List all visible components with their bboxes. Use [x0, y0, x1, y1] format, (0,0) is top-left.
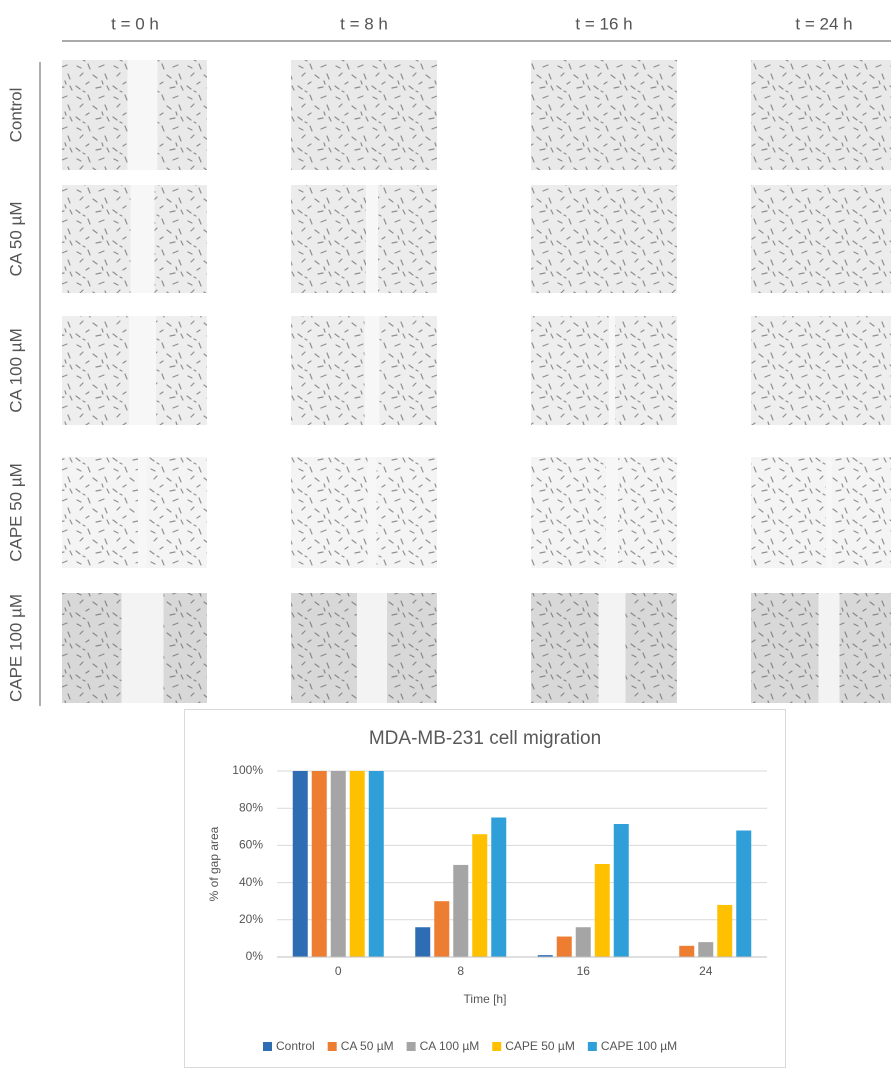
scratch-gap [129, 316, 156, 425]
bar [350, 771, 365, 957]
bar [698, 942, 713, 957]
micrograph-cells [751, 60, 891, 170]
scratch-gap [131, 185, 155, 293]
y-tick-label: 40% [239, 875, 263, 889]
row-label: CAPE 50 µM [6, 463, 25, 562]
column-header: t = 16 h [575, 14, 632, 33]
legend-swatch [492, 1042, 501, 1051]
legend-label: CAPE 100 µM [601, 1039, 677, 1053]
x-axis-label: Time [h] [464, 992, 507, 1006]
micrograph-cells [751, 457, 891, 568]
scratch-gap [609, 316, 615, 425]
column-header: t = 0 h [111, 14, 159, 33]
row-label: Control [6, 88, 25, 143]
scratch-gap [368, 457, 377, 568]
micrograph-cells [531, 60, 677, 170]
bar [595, 864, 610, 957]
micrograph-cells [291, 316, 437, 425]
micrograph-cells [751, 185, 891, 293]
bar [557, 937, 572, 957]
micrograph-cells [62, 457, 207, 568]
scratch-gap [819, 593, 840, 703]
micrograph-cells [291, 457, 437, 568]
legend-label: Control [276, 1039, 315, 1053]
y-tick-label: 80% [239, 800, 263, 814]
bar [293, 771, 308, 957]
micrograph-cells [531, 457, 677, 568]
scratch-gap [138, 457, 147, 568]
bar [614, 824, 629, 957]
legend-swatch [588, 1042, 597, 1051]
figure: MDA-MB-231 cell migration Time [h] % of … [0, 0, 891, 1068]
scratch-gap [599, 593, 626, 703]
micrograph-cells [751, 316, 891, 425]
column-header: t = 24 h [795, 14, 852, 33]
row-label: CA 50 µM [6, 202, 25, 277]
micrograph-cells [291, 60, 437, 170]
legend-swatch [328, 1042, 337, 1051]
bar [434, 901, 449, 957]
bar [331, 771, 346, 957]
bar [472, 834, 487, 957]
legend-swatch [263, 1042, 272, 1051]
bar [312, 771, 327, 957]
chart-title: MDA-MB-231 cell migration [369, 728, 601, 749]
bar [679, 946, 694, 957]
y-tick-label: 60% [239, 838, 263, 852]
x-tick-label: 0 [335, 964, 342, 978]
x-tick-label: 24 [699, 964, 713, 978]
micrograph-cells [291, 185, 437, 293]
y-tick-label: 0% [246, 949, 264, 963]
scratch-gap [357, 593, 387, 703]
legend-label: CA 50 µM [341, 1039, 394, 1053]
y-tick-label: 100% [232, 763, 263, 777]
scratch-gap [826, 457, 832, 568]
bar [453, 865, 468, 957]
bar [576, 927, 591, 957]
bar [369, 771, 384, 957]
scratch-gap [122, 593, 164, 703]
scratch-gap [606, 457, 618, 568]
bar [717, 905, 732, 957]
row-label: CA 100 µM [6, 328, 25, 412]
column-header: t = 8 h [340, 14, 388, 33]
x-tick-label: 16 [577, 964, 591, 978]
scratch-gap [365, 316, 380, 425]
x-tick-label: 8 [457, 964, 464, 978]
bar [415, 927, 430, 957]
bar [491, 818, 506, 958]
y-axis-label: % of gap area [207, 826, 221, 901]
row-label: CAPE 100 µM [6, 594, 25, 702]
micrograph-cells [531, 316, 677, 425]
legend-swatch [407, 1042, 416, 1051]
y-tick-label: 20% [239, 912, 263, 926]
scratch-gap [128, 60, 158, 170]
scratch-gap [366, 185, 378, 293]
bar [736, 831, 751, 957]
legend-label: CA 100 µM [420, 1039, 480, 1053]
legend-label: CAPE 50 µM [505, 1039, 575, 1053]
micrograph-cells [531, 185, 677, 293]
